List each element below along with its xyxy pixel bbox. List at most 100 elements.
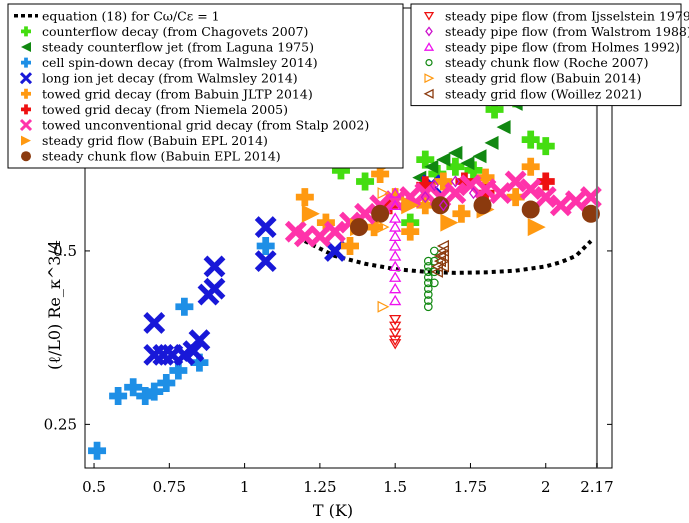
data-point [389, 212, 402, 223]
legend-label: steady chunk flow (Babuin EPL 2014) [42, 149, 281, 164]
data-point [350, 218, 369, 237]
data-point [424, 159, 439, 174]
data-point [423, 284, 433, 294]
data-point [401, 222, 420, 241]
data-point [145, 382, 164, 401]
data-point [581, 204, 600, 223]
data-point [496, 120, 511, 135]
data-point [175, 297, 194, 316]
data-point [389, 260, 402, 272]
x-tick-label: 1.25 [303, 478, 336, 496]
data-point [452, 204, 471, 223]
data-point [21, 104, 31, 115]
legend-label: steady grid flow (Woillez 2021) [445, 86, 642, 101]
data-point [519, 178, 542, 201]
x-tick-label: 2 [541, 478, 551, 496]
data-point [436, 152, 451, 167]
data-point [473, 196, 492, 215]
data-point [21, 57, 31, 68]
legend-label: steady grid flow (Babuin 2014) [445, 71, 641, 86]
data-point [324, 220, 346, 243]
x-tick-label: 1.75 [454, 478, 487, 496]
data-point [356, 172, 375, 191]
data-point [21, 151, 31, 162]
data-point [436, 249, 450, 263]
data-point [424, 73, 435, 84]
data-point [521, 200, 540, 219]
data-point [371, 204, 390, 223]
data-point [19, 118, 33, 132]
data-point [423, 11, 435, 21]
data-point [21, 88, 31, 99]
data-point [157, 373, 176, 392]
data-point [438, 199, 448, 212]
data-point [425, 58, 433, 67]
data-point [389, 230, 402, 241]
legend-label: steady grid flow (Babuin EPL 2014) [42, 133, 268, 148]
data-point [564, 190, 587, 213]
legend-right: steady pipe flow (from Ijsselstein 1979)… [410, 3, 689, 107]
data-point [429, 179, 439, 192]
data-point [308, 225, 331, 248]
data-point [389, 221, 402, 232]
data-point [527, 218, 546, 237]
data-point [423, 88, 434, 99]
data-point [401, 196, 420, 215]
data-point [389, 328, 402, 339]
legend-label: equation (18) for Cω/Cε = 1 [42, 8, 220, 23]
data-point [425, 26, 433, 37]
legend-label: cell spin-down decay (from Walmsley 2014… [42, 55, 318, 70]
legend-label: steady chunk flow (Roche 2007) [445, 55, 649, 70]
data-point [389, 314, 402, 326]
data-point [377, 300, 390, 313]
series-12 [389, 187, 402, 306]
x-tick-label: 0.5 [82, 478, 106, 496]
legend-label: towed unconventional grid decay (from St… [42, 118, 369, 133]
legend-label: towed grid decay (from Babuin JLTP 2014) [42, 86, 313, 101]
data-point [124, 378, 143, 397]
data-point [521, 157, 540, 176]
data-point [295, 188, 314, 207]
legend-right-box [410, 3, 682, 107]
series-9 [350, 196, 600, 237]
data-point [254, 216, 277, 238]
data-point [377, 221, 390, 234]
data-point [423, 302, 433, 312]
legend-label: steady pipe flow (from Walstrom 1988) [445, 24, 689, 39]
x-tick-label: 0.75 [153, 478, 186, 496]
data-point [484, 135, 499, 150]
data-point [460, 156, 475, 171]
data-point [203, 255, 226, 278]
data-point [377, 187, 390, 200]
legend-left-box [7, 3, 404, 169]
data-point [433, 249, 446, 263]
y-axis-title: (ℓ/L0) Re_κ^3/4 [45, 240, 64, 370]
data-point [423, 42, 435, 51]
data-point [389, 199, 402, 210]
series-0 [303, 239, 593, 275]
data-point [420, 191, 430, 204]
data-point [341, 236, 360, 255]
data-point [423, 296, 433, 305]
equation-curve [303, 239, 593, 275]
data-point [109, 387, 128, 406]
data-point [256, 236, 275, 255]
data-point [21, 135, 31, 146]
data-point [88, 441, 107, 460]
legend-label: counterflow decay (from Chagovets 2007) [42, 24, 308, 39]
data-point [504, 170, 527, 193]
data-point [389, 282, 402, 294]
data-point [436, 260, 450, 273]
y-tick-label: 0.25 [44, 415, 77, 433]
data-point [429, 278, 439, 288]
data-point [389, 187, 402, 198]
legend-label: long ion jet decay (from Walmsley 2014) [42, 71, 298, 86]
data-point [536, 137, 555, 156]
data-point [430, 260, 443, 273]
data-point [423, 272, 433, 282]
series-15 [430, 239, 450, 278]
x-axis-title: T (K) [313, 501, 353, 520]
